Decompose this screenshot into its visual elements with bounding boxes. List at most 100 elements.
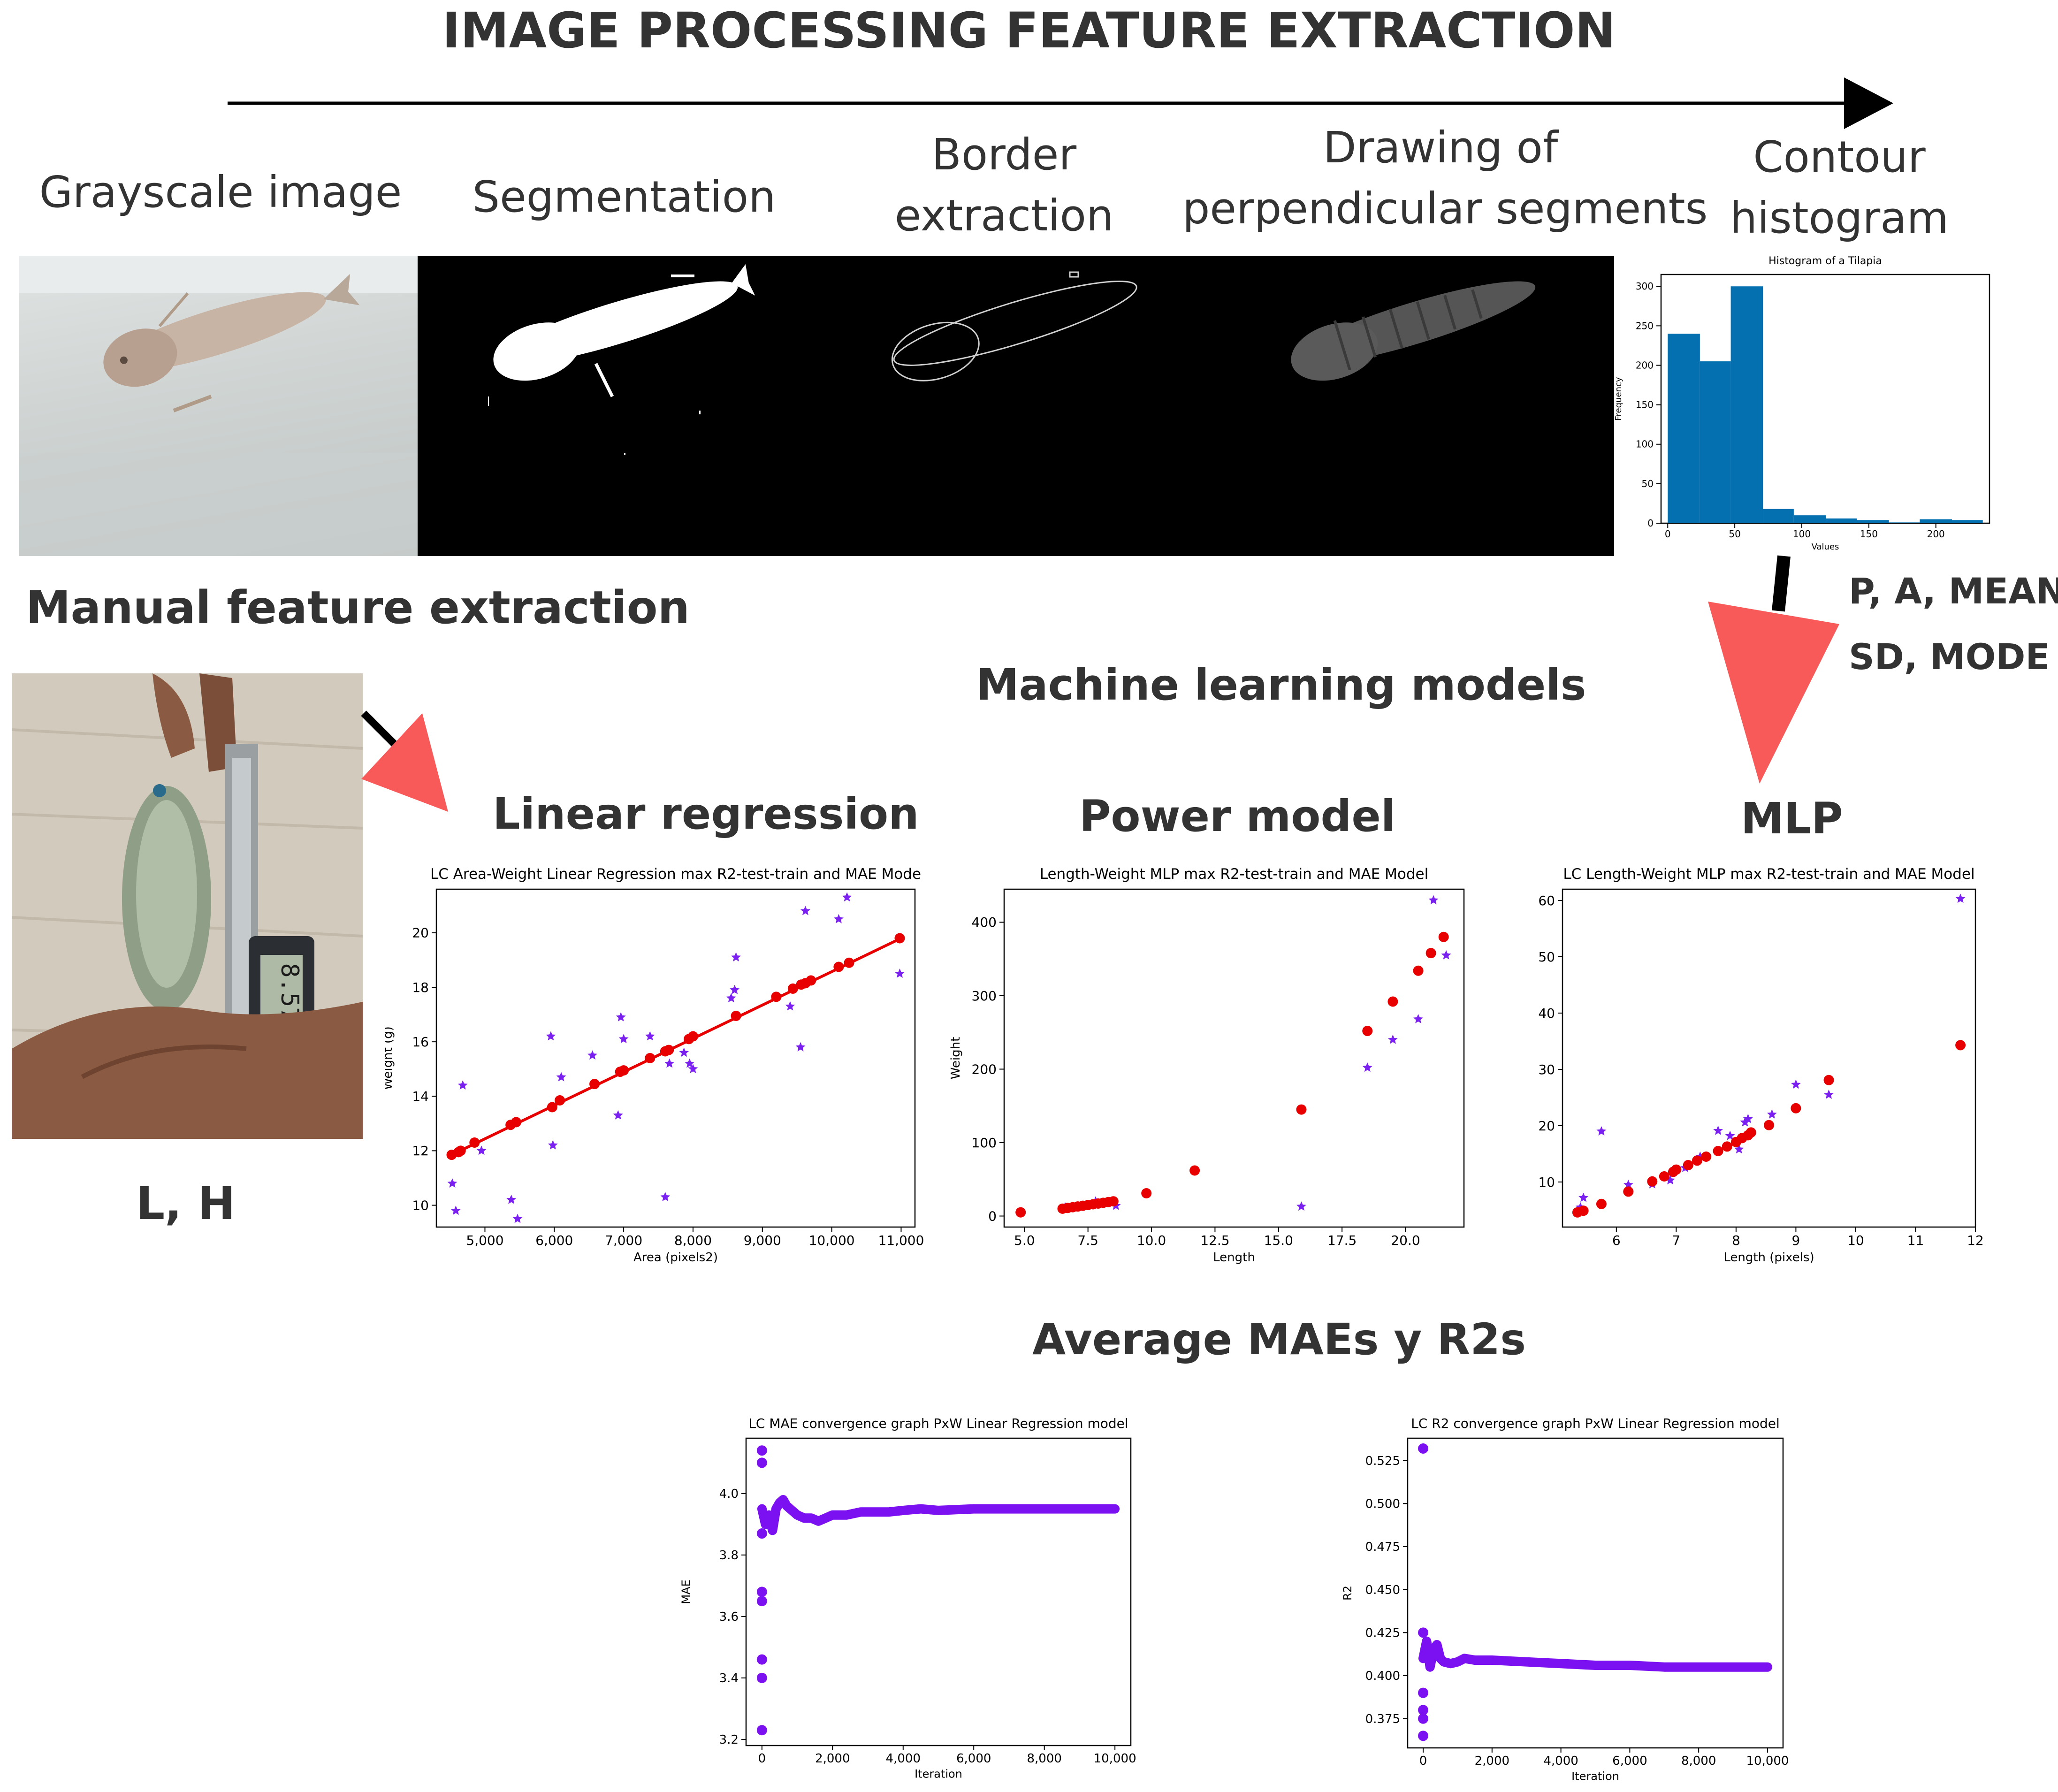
x-tick-label: 12 [1967,1233,1984,1248]
border-extraction-image [816,256,1215,556]
caliper-photo: 8.57 [12,673,363,1139]
predicted-point [833,961,844,972]
actual-point [800,906,810,915]
plot-frame [1003,888,1465,1228]
convergence-curve [757,1495,1120,1535]
x-tick-label: 7 [1672,1233,1680,1248]
predicted-point [1745,1127,1756,1138]
actual-point [730,984,740,994]
predicted-point [1791,1103,1801,1113]
predicted-point [806,975,816,986]
stage-label-segmentation: Segmentation [472,172,776,222]
model-title-linear: Linear regression [493,789,919,839]
y-tick-label: 3.6 [719,1610,739,1624]
y-axis-label: Weight [949,1037,963,1080]
actual-point [548,1140,558,1150]
x-tick-label: 8,000 [674,1233,712,1248]
y-tick-label: 150 [1636,399,1654,411]
actual-point [1413,1014,1423,1023]
actual-point [785,1001,795,1011]
mae-convergence-chart: 0 2,000 4,000 6,000 8,000 10,000 3.2 3.4 3.6 3.8 4… [679,1416,1136,1781]
x-tick-label: 17.5 [1327,1233,1357,1248]
y-tick-label: 40 [1538,1006,1555,1021]
predicted-point [771,991,782,1002]
stage-label-perpendicular: Drawing of perpendicular segments [1182,117,1707,239]
manual-features-label: L, H [136,1177,236,1230]
x-tick-label: 200 [1927,528,1945,540]
x-tick-label: 9 [1791,1233,1800,1248]
features-arrow [1708,555,1839,784]
x-tick-label: 8,000 [1681,1754,1716,1768]
grayscale-fish-photo [19,256,418,556]
predicted-point [1413,965,1424,976]
actual-point [1791,1079,1801,1089]
x-tick-label: 10,000 [1094,1752,1136,1766]
x-tick-label: 0 [758,1752,766,1766]
histogram-bar [1793,515,1826,523]
actual-point [660,1192,671,1201]
actual-point [1767,1109,1777,1119]
y-tick-label: 3.4 [719,1671,739,1685]
plot-frame [1562,888,1976,1228]
histogram-bar [1826,518,1857,523]
convergence-point [756,1445,767,1456]
y-tick-label: 20 [412,925,429,941]
predicted-point [1955,1040,1966,1051]
predicted-point [1425,948,1436,959]
predicted-point [1578,1205,1589,1216]
x-axis-label: Values [1812,542,1839,552]
x-tick-label: 4,000 [1543,1754,1578,1768]
histogram-bar [1730,286,1763,523]
x-tick-label: 0 [1665,528,1671,540]
x-axis-label: Iteration [915,1768,962,1781]
plot-frame [435,888,916,1228]
convergence-point [1418,1443,1429,1454]
chart-title: Length-Weight MLP max R2-test-train and … [1040,866,1429,883]
predicted-point [1438,931,1449,942]
y-tick-label: 10 [412,1197,429,1213]
predicted-point [589,1079,600,1090]
x-tick-label: 6,000 [535,1233,573,1248]
actual-point [833,914,844,923]
x-tick-label: 10,000 [1746,1754,1789,1768]
y-tick-label: 300 [972,988,997,1004]
predicted-point [1764,1120,1774,1130]
actual-point [587,1050,598,1060]
predicted-point [844,957,854,968]
y-tick-label: 30 [1538,1062,1555,1077]
y-tick-label: 0.475 [1365,1540,1400,1554]
actual-point [616,1012,626,1022]
chart-title: LC MAE convergence graph PxW Linear Regr… [748,1416,1128,1431]
actual-point [1734,1144,1744,1154]
x-tick-label: 12.5 [1200,1233,1229,1248]
histogram-bar [1857,520,1889,523]
features-line1: P, A, MEAN, [1849,570,2058,612]
predicted-point [1722,1141,1732,1152]
actual-point [1740,1117,1750,1127]
histogram-bar [1763,509,1794,523]
predicted-point [1596,1198,1607,1209]
x-tick-label: 2,000 [1475,1754,1509,1768]
y-tick-label: 0.525 [1365,1454,1400,1468]
y-tick-label: 0.400 [1365,1669,1400,1683]
x-tick-label: 11 [1907,1233,1924,1248]
y-tick-label: 16 [412,1034,429,1050]
convergence-point [1418,1713,1429,1724]
histogram-bar [1700,361,1731,523]
x-tick-label: 6,000 [1612,1754,1647,1768]
mlp-chart: 6 7 8 9 10 11 12 10 20 30 40 50 60 LC Length-Weight M… [1538,866,1984,1265]
y-tick-label: 100 [1636,439,1654,450]
actual-point [842,892,852,902]
convergence-point [1418,1627,1429,1638]
x-tick-label: 5,000 [466,1233,503,1248]
y-tick-label: 0.375 [1365,1712,1400,1726]
stage-label-border: Border extraction [826,124,1182,246]
y-tick-label: 0.425 [1365,1626,1400,1640]
actual-point [1387,1034,1398,1044]
convergence-point [756,1596,767,1607]
regression-line [451,937,902,1156]
actual-point [556,1072,566,1082]
actual-point [613,1110,623,1120]
predicted-point [1296,1104,1307,1115]
stage-label-histogram-line1: Contour [1753,132,1926,182]
